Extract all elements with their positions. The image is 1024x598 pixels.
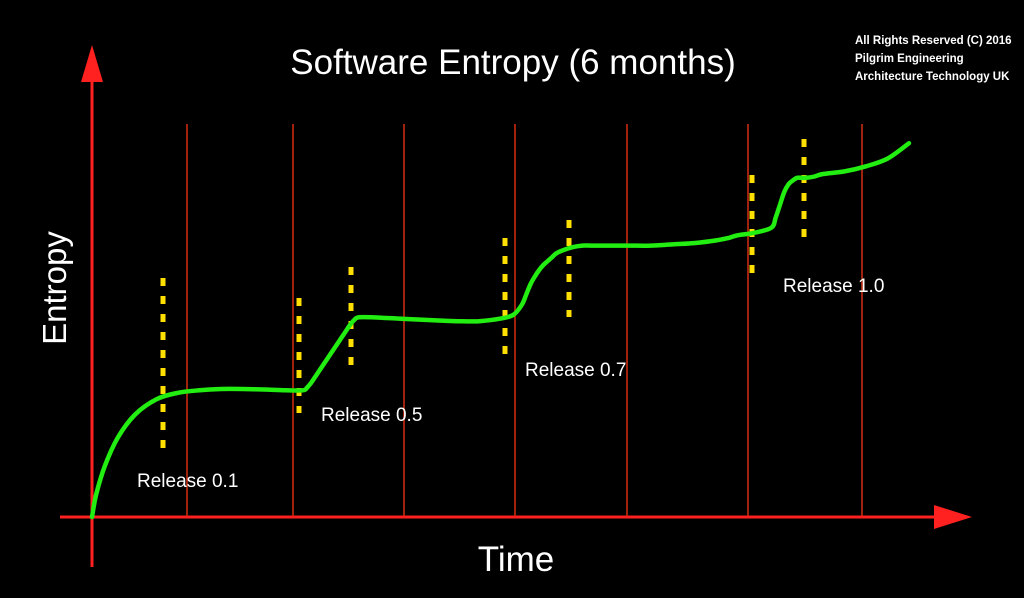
copyright-line-2: Pilgrim Engineering xyxy=(855,53,964,65)
labels: Software Entropy (6 months) Time Entropy… xyxy=(36,35,1012,579)
copyright-line-1: All Rights Reserved (C) 2016 xyxy=(855,35,1012,47)
release-label: Release 0.7 xyxy=(525,360,626,381)
chart-title: Software Entropy (6 months) xyxy=(290,43,735,82)
release-label: Release 0.5 xyxy=(321,405,422,426)
copyright-line-3: Architecture Technology UK xyxy=(855,71,1010,83)
axes xyxy=(60,45,972,567)
y-axis-label: Entropy xyxy=(36,231,73,345)
release-label: Release 0.1 xyxy=(137,471,238,492)
y-axis-arrowhead xyxy=(81,45,103,82)
release-markers xyxy=(160,139,807,455)
x-axis-label: Time xyxy=(478,540,554,579)
entropy-line xyxy=(89,140,912,520)
entropy-curve xyxy=(89,140,912,520)
release-label: Release 1.0 xyxy=(783,276,884,297)
x-axis-arrowhead xyxy=(934,505,972,529)
